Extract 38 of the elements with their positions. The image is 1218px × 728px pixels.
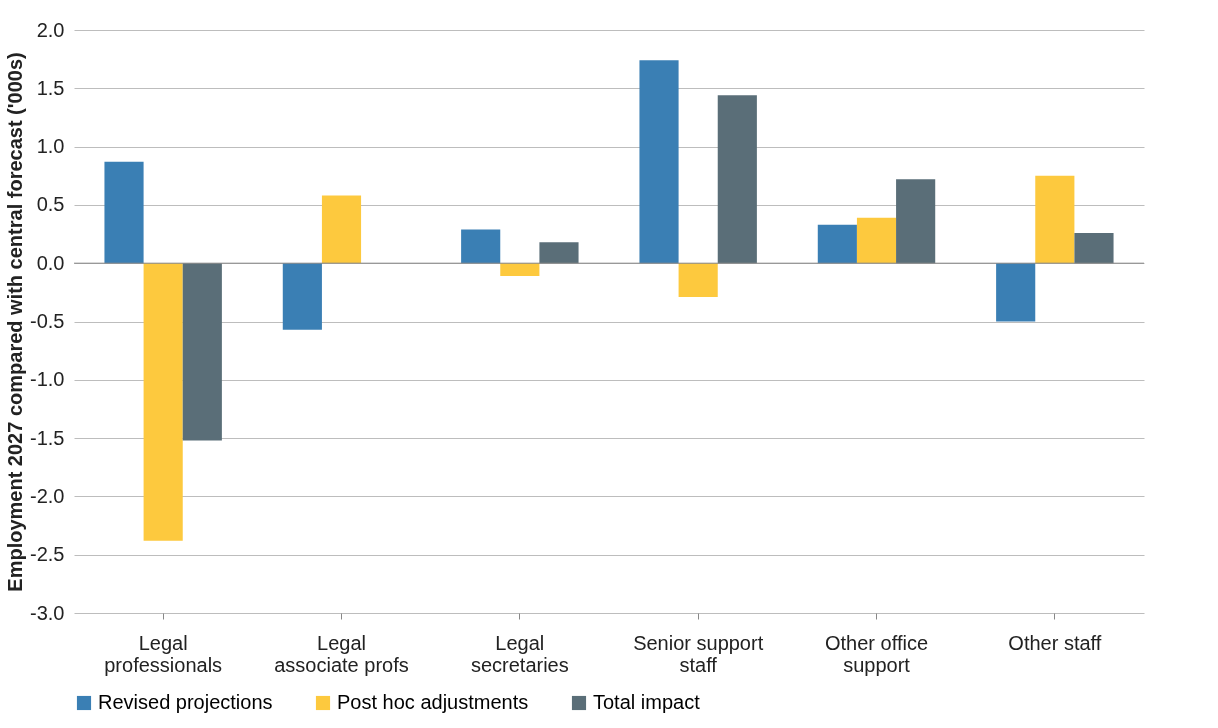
- bar: [104, 161, 144, 264]
- x-tick-label: Legal associate profs: [274, 631, 409, 676]
- y-tick-label: 2.0: [36, 18, 65, 41]
- bar: [896, 179, 936, 264]
- bar: [321, 195, 362, 264]
- bar: [717, 95, 757, 264]
- bar: [996, 263, 1036, 322]
- bar: [1074, 232, 1114, 264]
- y-tick-label: -2.0: [30, 484, 65, 507]
- bar: [678, 263, 718, 298]
- x-tick-label: Legal secretaries: [470, 631, 569, 676]
- y-tick-label: -1.5: [30, 426, 65, 449]
- x-tick-label: Senior support staff: [633, 631, 764, 676]
- y-tick-label: -1.0: [30, 368, 65, 391]
- bar: [639, 60, 679, 264]
- bar: [143, 263, 183, 541]
- y-tick-label: -3.0: [30, 601, 65, 624]
- bar: [500, 263, 540, 277]
- y-tick-label: -2.5: [30, 543, 65, 566]
- legend-label: Total impact: [593, 691, 701, 713]
- y-tick-label: 1.5: [36, 76, 65, 99]
- bar: [539, 242, 579, 264]
- y-tick-label: 0.5: [36, 193, 65, 216]
- bar: [856, 217, 897, 264]
- bar: [182, 263, 222, 441]
- bar: [817, 224, 857, 264]
- bar: [1035, 175, 1075, 264]
- y-tick-label: -0.5: [30, 310, 65, 332]
- bar: [282, 263, 322, 330]
- x-tick-label: Other staff: [1008, 631, 1102, 654]
- y-tick-label: 0.0: [36, 251, 65, 274]
- x-tick-label: Legal professionals: [104, 631, 223, 676]
- y-axis-title: Employment 2027 compared with central forecast ('000s): [4, 52, 27, 592]
- x-tick-label: Other office support: [824, 631, 929, 676]
- legend-label: Revised projections: [98, 691, 273, 713]
- y-tick-label: 1.0: [36, 135, 65, 158]
- bar: [461, 229, 501, 264]
- legend-label: Post hoc adjustments: [337, 691, 529, 713]
